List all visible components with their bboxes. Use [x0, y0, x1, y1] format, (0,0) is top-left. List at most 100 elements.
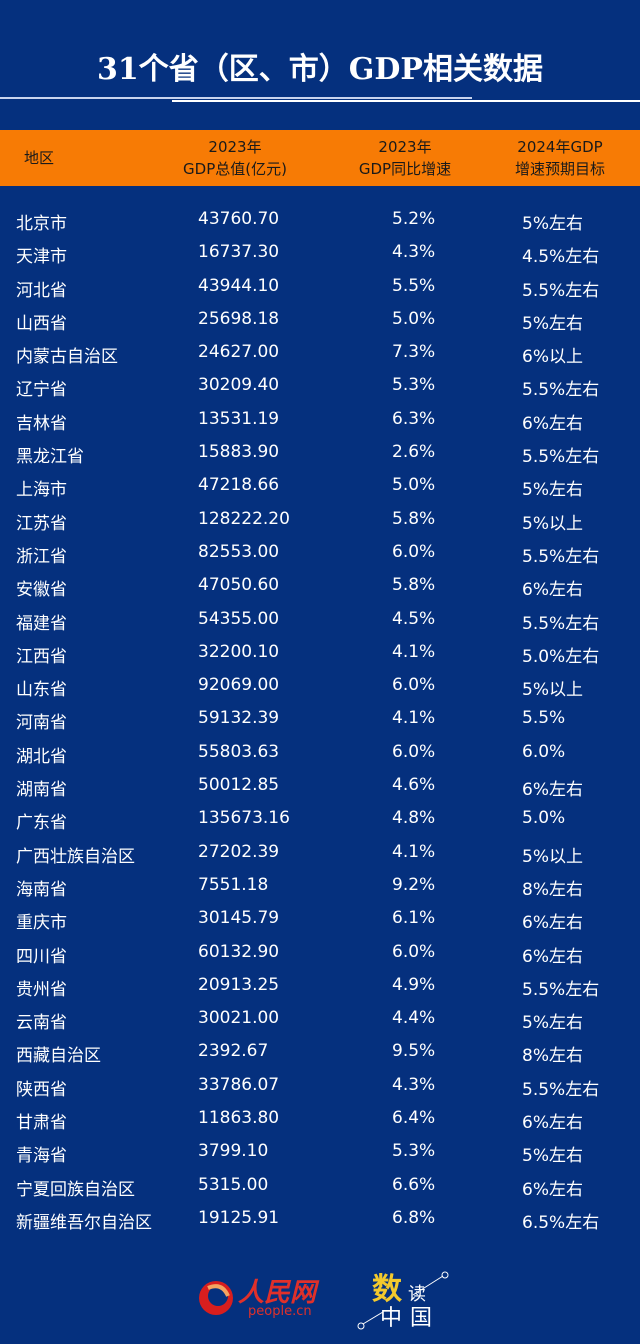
table-row: 天津市 16737.30 4.3% 4.5%左右	[0, 235, 640, 268]
cell-gdp: 11863.80	[198, 1108, 280, 1129]
people-logo-icon	[199, 1281, 233, 1315]
table-row: 北京市 43760.70 5.2% 5%左右	[0, 202, 640, 235]
cell-gdp: 3799.10	[198, 1141, 269, 1162]
decorative-lines-icon	[357, 1271, 449, 1330]
cell-region: 江苏省	[16, 513, 67, 534]
people-logo-url: people.cn	[248, 1304, 312, 1319]
cell-region: 江西省	[16, 646, 67, 667]
cell-region: 吉林省	[16, 413, 67, 434]
cell-target: 5%左右	[522, 480, 583, 501]
header-growth-line1: 2023年	[378, 138, 432, 156]
cell-region: 陕西省	[16, 1079, 67, 1100]
people-logo-text: 人民网	[238, 1278, 317, 1308]
cell-target: 5.5%左右	[522, 546, 600, 567]
cell-growth: 6.0%	[392, 541, 436, 562]
cell-region: 上海市	[16, 480, 67, 501]
cell-gdp: 43760.70	[198, 209, 280, 229]
cell-region: 山西省	[16, 313, 67, 334]
cell-growth: 5.8%	[392, 575, 436, 596]
cell-gdp: 7551.18	[198, 874, 269, 895]
cell-gdp: 60132.90	[198, 941, 280, 962]
table-row: 湖北省 55803.63 6.0% 6.0%	[0, 735, 640, 768]
cell-gdp: 27202.39	[198, 841, 280, 862]
cell-growth: 4.9%	[392, 974, 436, 995]
cell-target: 5%以上	[522, 680, 583, 701]
table-row: 山东省 92069.00 6.0% 5%以上	[0, 668, 640, 701]
cell-target: 6%左右	[522, 946, 583, 967]
cell-growth: 9.5%	[392, 1041, 436, 1062]
cell-gdp: 30145.79	[198, 908, 280, 929]
table-row: 宁夏回族自治区 5315.00 6.6% 6%左右	[0, 1168, 640, 1201]
table-row: 吉林省 13531.19 6.3% 6%左右	[0, 402, 640, 435]
cell-region: 河南省	[16, 713, 67, 734]
cell-growth: 4.3%	[392, 1074, 436, 1095]
cell-growth: 6.0%	[392, 741, 436, 762]
table-row: 西藏自治区 2392.67 9.5% 8%左右	[0, 1034, 640, 1067]
cell-growth: 4.5%	[392, 608, 436, 629]
cell-region: 宁夏回族自治区	[16, 1179, 135, 1200]
header-growth: 2023年 GDP同比增速	[330, 136, 480, 180]
table-row: 陕西省 33786.07 4.3% 5.5%左右	[0, 1068, 640, 1101]
cell-region: 青海省	[16, 1146, 67, 1167]
cell-growth: 5.0%	[392, 475, 436, 496]
cell-gdp: 2392.67	[198, 1041, 269, 1062]
cell-gdp: 50012.85	[198, 775, 280, 796]
cell-region: 北京市	[16, 214, 67, 234]
cell-region: 天津市	[16, 247, 67, 268]
cell-target: 5%以上	[522, 513, 583, 534]
cell-target: 6%左右	[522, 913, 583, 934]
table-row: 广西壮族自治区 27202.39 4.1% 5%以上	[0, 835, 640, 868]
cell-growth: 4.4%	[392, 1008, 436, 1029]
cell-target: 5%左右	[522, 1146, 583, 1167]
header-growth-line2: GDP同比增速	[358, 160, 452, 178]
cell-target: 8%左右	[522, 879, 583, 900]
cell-growth: 5.5%	[392, 275, 436, 296]
cell-region: 甘肃省	[16, 1113, 67, 1134]
header-gdp-line1: 2023年	[208, 138, 262, 156]
cell-gdp: 92069.00	[198, 675, 280, 696]
cell-target: 6%左右	[522, 580, 583, 601]
cell-growth: 6.6%	[392, 1174, 436, 1195]
cell-target: 8%左右	[522, 1046, 583, 1067]
cell-gdp: 25698.18	[198, 308, 280, 329]
table-row: 甘肃省 11863.80 6.4% 6%左右	[0, 1101, 640, 1134]
cell-target: 5%左右	[522, 214, 583, 234]
cell-gdp: 13531.19	[198, 408, 280, 429]
cell-gdp: 82553.00	[198, 541, 280, 562]
cell-target: 6.0%	[522, 741, 566, 762]
cell-region: 四川省	[16, 946, 67, 967]
cell-target: 5.0%	[522, 808, 566, 829]
cell-gdp: 128222.20	[198, 508, 290, 529]
divider	[172, 100, 640, 102]
cell-region: 安徽省	[16, 580, 67, 601]
cell-gdp: 32200.10	[198, 641, 280, 662]
cell-target: 5.5%左右	[522, 447, 600, 468]
cell-region: 贵州省	[16, 979, 67, 1000]
cell-gdp: 43944.10	[198, 275, 280, 296]
cell-target: 5%左右	[522, 313, 583, 334]
cell-gdp: 47218.66	[198, 475, 280, 496]
cell-target: 4.5%左右	[522, 247, 600, 268]
cell-region: 内蒙古自治区	[16, 347, 118, 368]
cell-region: 湖北省	[16, 746, 67, 767]
cell-gdp: 30021.00	[198, 1008, 280, 1029]
table-row: 黑龙江省 15883.90 2.6% 5.5%左右	[0, 435, 640, 468]
header-target-line1: 2024年GDP	[517, 138, 603, 156]
cell-growth: 6.8%	[392, 1207, 436, 1228]
cell-region: 重庆市	[16, 913, 67, 934]
header-gdp: 2023年 GDP总值(亿元)	[150, 136, 320, 180]
cell-region: 广东省	[16, 813, 67, 834]
table-row: 新疆维吾尔自治区 19125.91 6.8% 6.5%左右	[0, 1201, 640, 1234]
cell-target: 6%以上	[522, 347, 583, 368]
cell-target: 6%左右	[522, 413, 583, 434]
cell-gdp: 19125.91	[198, 1207, 280, 1228]
cell-growth: 6.3%	[392, 408, 436, 429]
table-row: 内蒙古自治区 24627.00 7.3% 6%以上	[0, 335, 640, 368]
table-row: 四川省 60132.90 6.0% 6%左右	[0, 935, 640, 968]
cell-target: 5%左右	[522, 1013, 583, 1034]
cell-growth: 7.3%	[392, 342, 436, 363]
table-row: 云南省 30021.00 4.4% 5%左右	[0, 1001, 640, 1034]
cell-gdp: 15883.90	[198, 442, 280, 463]
table-row: 湖南省 50012.85 4.6% 6%左右	[0, 768, 640, 801]
table-row: 青海省 3799.10 5.3% 5%左右	[0, 1134, 640, 1167]
